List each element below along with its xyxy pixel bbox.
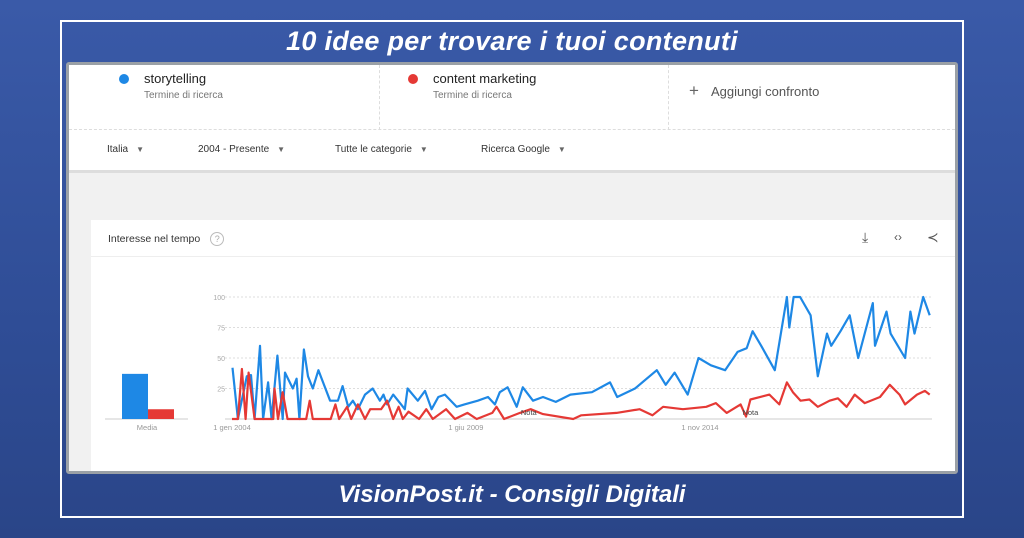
annotation-note: Nota: [521, 408, 538, 417]
filters-row: Italia ▼ 2004 - Presente ▼ Tutte le catego…: [69, 130, 955, 173]
filter-label: Tutte le categorie: [335, 144, 412, 155]
help-icon[interactable]: ?: [210, 232, 225, 246]
share-icon[interactable]: ≺: [927, 229, 939, 245]
term-name: content marketing: [433, 71, 537, 86]
term-name: storytelling: [144, 71, 207, 86]
average-label: Media: [137, 423, 158, 432]
x-tick-label: 1 giu 2009: [448, 423, 483, 432]
caret-down-icon: ▼: [277, 145, 286, 154]
caret-down-icon: ▼: [557, 145, 566, 154]
term-type: Termine di ricerca: [144, 90, 223, 101]
card-title: Interesse nel tempo?: [108, 232, 225, 246]
filter-category[interactable]: Tutte le categorie ▼: [335, 144, 428, 155]
download-icon[interactable]: ⤓: [862, 229, 869, 245]
x-tick-label: 1 gen 2004: [213, 423, 251, 432]
card-title-text: Interesse nel tempo: [108, 233, 201, 245]
y-tick-label: 100: [213, 295, 225, 302]
term-type: Termine di ricerca: [433, 90, 512, 101]
series-line-storytelling: [231, 295, 931, 421]
filter-label: 2004 - Presente: [198, 144, 270, 155]
add-compare-label: Aggiungi confronto: [710, 84, 820, 99]
term-content-marketing[interactable]: content marketing Termine di ricerca: [380, 65, 669, 130]
embed-icon[interactable]: ‹›: [894, 230, 902, 244]
filter-period[interactable]: 2004 - Presente ▼: [198, 144, 285, 155]
filter-label: Italia: [107, 144, 129, 155]
y-tick-label: 50: [217, 356, 225, 363]
terms-row: storytelling Termine di ricerca content …: [69, 65, 955, 130]
y-tick-label: 25: [217, 387, 225, 394]
term-storytelling[interactable]: storytelling Termine di ricerca: [91, 65, 380, 130]
x-tick-label: 1 nov 2014: [681, 423, 718, 432]
average-bar: [122, 373, 148, 419]
red-dot-icon: [408, 74, 418, 84]
card-header: Interesse nel tempo? ⤓ ‹› ≺: [91, 220, 955, 257]
interest-card: Interesse nel tempo? ⤓ ‹› ≺: [91, 220, 955, 471]
y-tick-label: 75: [217, 326, 225, 333]
blue-dot-icon: [119, 74, 129, 84]
trends-panel: storytelling Termine di ricerca content …: [66, 62, 958, 474]
average-bar: [148, 409, 174, 419]
banner-title: 10 idee per trovare i tuoi contenuti: [286, 26, 738, 56]
banner-frame: [60, 20, 964, 518]
filter-region[interactable]: Italia ▼: [107, 144, 144, 155]
filter-search-type[interactable]: Ricerca Google ▼: [481, 144, 566, 155]
caret-down-icon: ▼: [419, 145, 428, 154]
annotation-note: Nota: [742, 408, 759, 417]
plus-icon: +: [689, 81, 699, 100]
caret-down-icon: ▼: [136, 145, 145, 154]
banner-footer: VisionPost.it - Consigli Digitali: [338, 481, 686, 508]
add-compare-button[interactable]: + Aggiungi confronto: [689, 81, 819, 101]
series-line-content-marketing: [232, 367, 931, 421]
filter-label: Ricerca Google: [481, 144, 550, 155]
